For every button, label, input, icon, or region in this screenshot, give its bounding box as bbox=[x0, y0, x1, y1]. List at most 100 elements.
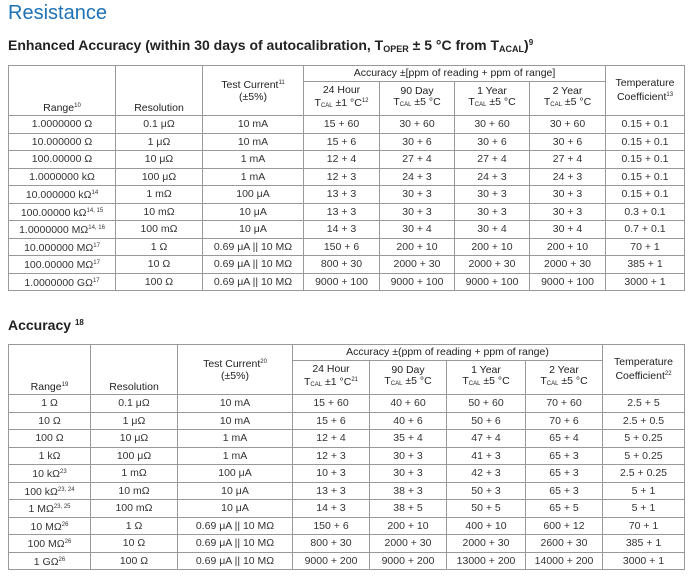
cell-1-year: 30 + 4 bbox=[454, 220, 530, 239]
cell-2-year: 30 + 3 bbox=[528, 202, 607, 221]
cell-range: 1 Ω bbox=[8, 394, 91, 413]
footnote-marker: 26 bbox=[61, 521, 69, 528]
cell-1-year: 9000 + 100 bbox=[454, 272, 530, 291]
cell-90-day: 200 + 10 bbox=[379, 237, 455, 256]
cell-range: 10 Ω bbox=[8, 411, 91, 430]
table-row: 1 GΩ26 100 Ω 0.69 μA || 10 MΩ 9000 + 200 900… bbox=[8, 551, 685, 570]
table-row: 1.0000000 MΩ14, 16 100 mΩ 10 μA 14 + 3 30 + … bbox=[8, 220, 686, 239]
cell-temp-coefficient: 3000 + 1 bbox=[605, 272, 686, 291]
accuracy-table-body: 1 Ω 0.1 μΩ 10 mA 15 + 60 40 + 60 50 + 60 70 + … bbox=[8, 394, 685, 570]
cell-90-day: 9000 + 200 bbox=[369, 551, 447, 570]
cell-24-hour: 150 + 6 bbox=[292, 516, 370, 535]
table-row: 1.0000000 kΩ 100 μΩ 1 mA 12 + 3 24 + 3 24 + 3… bbox=[8, 167, 686, 186]
cell-24-hour: 13 + 3 bbox=[303, 185, 380, 204]
cell-24-hour: 14 + 3 bbox=[303, 220, 380, 239]
cell-test-current: 10 mA bbox=[202, 132, 304, 151]
cell-24-hour: 14 + 3 bbox=[292, 499, 370, 518]
col-header-90-day: 90 Day TCAL ±5 °C bbox=[369, 360, 447, 395]
col-header-temp-coefficient: Temperature Coefficient22 bbox=[602, 344, 685, 395]
section-title-accuracy: Accuracy 18 bbox=[8, 317, 84, 333]
cell-24-hour: 13 + 3 bbox=[292, 481, 370, 500]
cell-2-year: 9000 + 100 bbox=[528, 272, 607, 291]
cell-temp-coefficient: 2.5 + 0.25 bbox=[602, 464, 685, 483]
col-header-range: Range19 bbox=[8, 344, 91, 395]
cell-test-current: 10 μA bbox=[202, 220, 304, 239]
cell-test-current: 0.69 μA || 10 MΩ bbox=[202, 237, 304, 256]
table-row: 100.00000 Ω 10 μΩ 1 mA 12 + 4 27 + 4 27 + 4 27… bbox=[8, 150, 686, 169]
cell-24-hour: 9000 + 200 bbox=[292, 551, 370, 570]
table-row: 10 MΩ26 1 Ω 0.69 μA || 10 MΩ 150 + 6 200 + 1… bbox=[8, 516, 685, 535]
cell-1-year: 47 + 4 bbox=[446, 429, 526, 448]
cell-temp-coefficient: 0.3 + 0.1 bbox=[605, 202, 686, 221]
cell-90-day: 30 + 4 bbox=[379, 220, 455, 239]
cell-90-day: 30 + 6 bbox=[379, 132, 455, 151]
cell-24-hour: 12 + 4 bbox=[292, 429, 370, 448]
cell-test-current: 10 mA bbox=[177, 394, 293, 413]
cell-temp-coefficient: 385 + 1 bbox=[602, 534, 685, 553]
cell-test-current: 10 μA bbox=[177, 481, 293, 500]
cell-2-year: 24 + 3 bbox=[528, 167, 607, 186]
cell-range: 1 MΩ23, 25 bbox=[8, 499, 91, 518]
cell-test-current: 0.69 μA || 10 MΩ bbox=[177, 534, 293, 553]
cell-2-year: 27 + 4 bbox=[528, 150, 607, 169]
cell-2-year: 30 + 3 bbox=[528, 185, 607, 204]
cell-1-year: 2000 + 30 bbox=[446, 534, 526, 553]
cell-test-current: 0.69 μA || 10 MΩ bbox=[202, 272, 304, 291]
cell-range: 100.00000 Ω bbox=[8, 150, 116, 169]
table-row: 1 Ω 0.1 μΩ 10 mA 15 + 60 40 + 60 50 + 60 70 + … bbox=[8, 394, 685, 413]
cell-1-year: 2000 + 30 bbox=[454, 255, 530, 274]
cell-resolution: 10 mΩ bbox=[115, 202, 203, 221]
cell-temp-coefficient: 5 + 1 bbox=[602, 499, 685, 518]
footnote-marker: 23, 24 bbox=[57, 486, 75, 493]
cell-resolution: 100 μΩ bbox=[90, 446, 178, 465]
cell-resolution: 10 Ω bbox=[115, 255, 203, 274]
cell-test-current: 10 mA bbox=[177, 411, 293, 430]
table-row: 1.0000000 Ω 0.1 μΩ 10 mA 15 + 60 30 + 60 30 +… bbox=[8, 115, 686, 134]
cell-resolution: 1 Ω bbox=[90, 516, 178, 535]
cell-90-day: 27 + 4 bbox=[379, 150, 455, 169]
footnote-marker: 17 bbox=[93, 260, 100, 267]
cell-resolution: 1 μΩ bbox=[115, 132, 203, 151]
cell-90-day: 35 + 4 bbox=[369, 429, 447, 448]
cell-range: 1.0000000 kΩ bbox=[8, 167, 116, 186]
table-row: 100 kΩ23, 24 10 mΩ 10 μA 13 + 3 38 + 3 50 + 3… bbox=[8, 481, 685, 500]
cell-24-hour: 800 + 30 bbox=[292, 534, 370, 553]
cell-1-year: 30 + 3 bbox=[454, 202, 530, 221]
cell-temp-coefficient: 0.15 + 0.1 bbox=[605, 150, 686, 169]
cell-range: 10.000000 Ω bbox=[8, 132, 116, 151]
cell-range: 1 kΩ bbox=[8, 446, 91, 465]
table-row: 100 MΩ26 10 Ω 0.69 μA || 10 MΩ 800 + 30 2000… bbox=[8, 534, 685, 553]
col-header-test-current: Test Current20 (±5%) bbox=[177, 344, 293, 395]
cell-2-year: 30 + 6 bbox=[528, 132, 607, 151]
cell-2-year: 2000 + 30 bbox=[528, 255, 607, 274]
cell-test-current: 10 mA bbox=[202, 115, 304, 134]
col-header-90-day: 90 Day TCAL ±5 °C bbox=[379, 81, 455, 116]
cell-temp-coefficient: 70 + 1 bbox=[605, 237, 686, 256]
cell-range: 10 kΩ23 bbox=[8, 464, 91, 483]
cell-1-year: 200 + 10 bbox=[454, 237, 530, 256]
footnote-marker: 23, 25 bbox=[53, 504, 71, 511]
col-header-1-year: 1 Year TCAL ±5 °C bbox=[446, 360, 526, 395]
cell-90-day: 38 + 5 bbox=[369, 499, 447, 518]
cell-24-hour: 12 + 3 bbox=[303, 167, 380, 186]
page-title: Resistance bbox=[8, 2, 107, 24]
cell-range: 100 MΩ26 bbox=[8, 534, 91, 553]
cell-temp-coefficient: 70 + 1 bbox=[602, 516, 685, 535]
cell-1-year: 13000 + 200 bbox=[446, 551, 526, 570]
cell-range: 10 MΩ26 bbox=[8, 516, 91, 535]
cell-90-day: 2000 + 30 bbox=[369, 534, 447, 553]
cell-temp-coefficient: 2.5 + 5 bbox=[602, 394, 685, 413]
cell-90-day: 38 + 3 bbox=[369, 481, 447, 500]
col-header-test-current: Test Current11 (±5%) bbox=[202, 65, 304, 116]
cell-24-hour: 12 + 4 bbox=[303, 150, 380, 169]
col-header-resolution: Resolution bbox=[115, 65, 203, 116]
cell-24-hour: 15 + 60 bbox=[303, 115, 380, 134]
footnote-marker: 17 bbox=[92, 277, 100, 284]
cell-1-year: 27 + 4 bbox=[454, 150, 530, 169]
table-row: 100.00000 MΩ17 10 Ω 0.69 μA || 10 MΩ 800 + … bbox=[8, 255, 686, 274]
col-header-24-hour: 24 Hour TCAL ±1 °C12 bbox=[303, 81, 380, 116]
cell-1-year: 50 + 3 bbox=[446, 481, 526, 500]
